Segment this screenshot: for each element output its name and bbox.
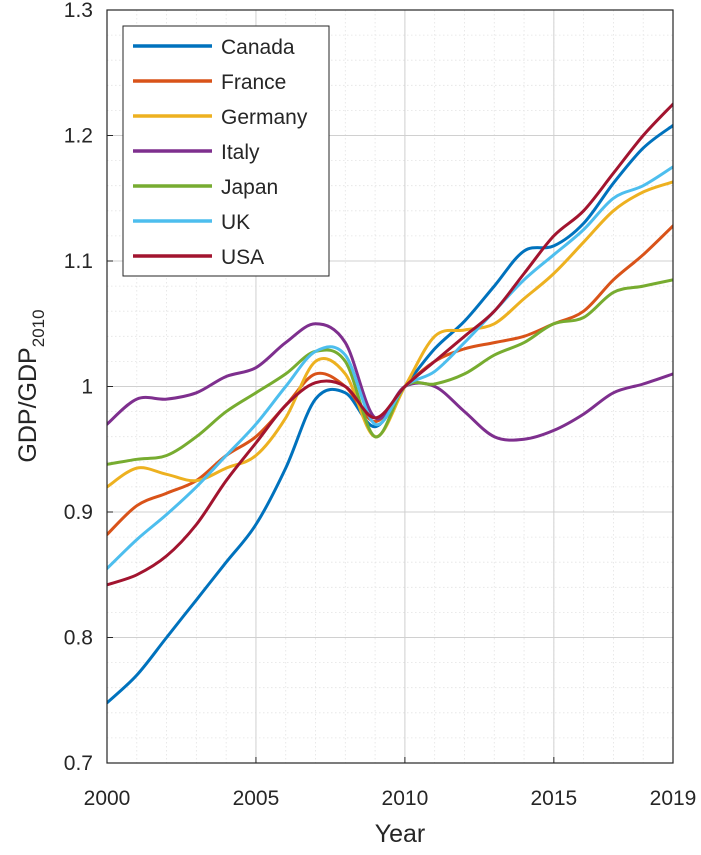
y-tick-label: 1.1 — [64, 250, 93, 273]
y-tick-label: 1.2 — [64, 125, 93, 148]
series-lines — [107, 102, 673, 705]
legend-label-italy: Italy — [221, 141, 260, 164]
legend-label-germany: Germany — [221, 106, 308, 129]
series-line-usa — [107, 102, 673, 587]
legend-label-japan: Japan — [221, 176, 278, 199]
y-tick-label: 1 — [81, 376, 93, 399]
y-tick-label: 0.9 — [64, 501, 93, 524]
y-axis-ticks: 0.7 0.8 0.9 1 1.1 1.2 1.3 — [64, 0, 113, 775]
y-tick-label: 1.3 — [64, 0, 93, 22]
x-tick-label: 2015 — [530, 787, 577, 810]
x-tick-label: 2005 — [233, 787, 280, 810]
y-tick-label: 0.7 — [64, 752, 93, 775]
series-line-uk — [107, 165, 673, 570]
legend-label-canada: Canada — [221, 36, 295, 59]
legend-label-usa: USA — [221, 246, 264, 269]
x-axis-ticks: 2000 2005 2010 2015 2019 — [84, 757, 697, 810]
legend-label-uk: UK — [221, 211, 250, 234]
legend: Canada France Germany Italy Japan UK USA — [122, 25, 330, 277]
x-tick-label: 2000 — [84, 787, 131, 810]
y-axis-label: GDP/GDP2010 — [14, 309, 48, 462]
y-tick-label: 0.8 — [64, 627, 93, 650]
series-line-japan — [107, 278, 673, 466]
x-tick-label: 2019 — [650, 787, 697, 810]
legend-label-france: France — [221, 71, 286, 94]
x-tick-label: 2010 — [382, 787, 429, 810]
y-axis-label-main: GDP/GDP — [14, 347, 42, 462]
x-axis-label: Year — [375, 820, 426, 848]
y-axis-label-subscript: 2010 — [29, 309, 48, 347]
